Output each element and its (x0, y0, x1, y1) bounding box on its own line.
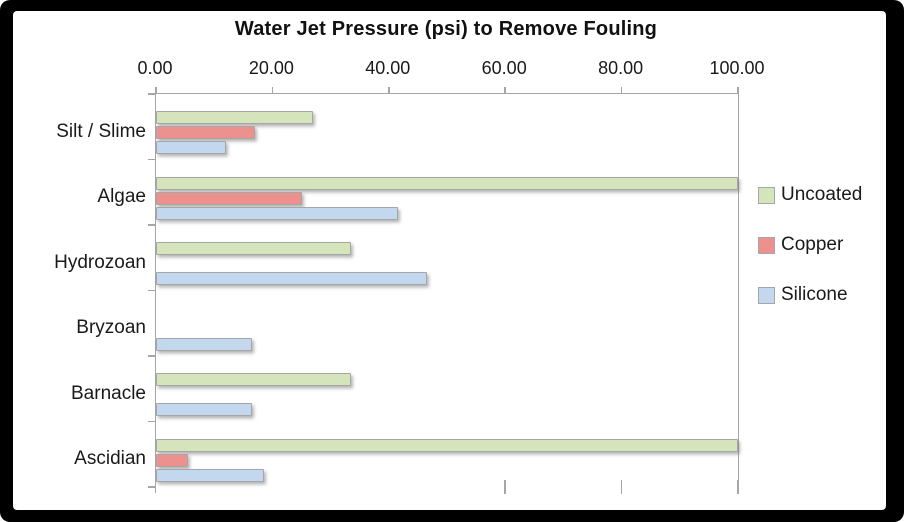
bar-group-silt-slime (156, 94, 738, 160)
bar-group-hydrozoan (156, 225, 738, 291)
category-label-barnacle: Barnacle (71, 382, 146, 404)
x-axis-tick-mark (504, 86, 506, 93)
category-label-silt-slime: Silt / Slime (56, 120, 146, 142)
x-axis-tick-mark (271, 86, 274, 93)
bar-uncoated-algae (156, 176, 738, 190)
bar-group-algae (156, 160, 738, 226)
bar-copper-ascidian (156, 453, 188, 467)
y-axis-tick-mark (147, 355, 155, 357)
legend-swatch-uncoated (758, 186, 775, 204)
bar-silicone-barnacle (156, 403, 253, 416)
bar-silicone-hydrozoan (156, 272, 427, 285)
x-axis-tick-mark (155, 86, 157, 93)
legend-label: Copper (781, 234, 844, 255)
bar-uncoated-hydrozoan (156, 242, 351, 255)
bar-silicone-bryzoan (156, 337, 253, 351)
x-axis-tick-label: 80.00 (598, 58, 644, 78)
y-axis-line-tail (154, 487, 156, 493)
bar-copper-silt-slime (156, 126, 255, 139)
legend-item-silicone: Silicone (758, 284, 862, 305)
bar-silicone-ascidian (156, 468, 264, 482)
bar-copper-algae (156, 191, 302, 205)
bar-silicone-silt-slime (156, 141, 226, 154)
x-axis-tick-label: 100.00 (709, 58, 765, 78)
bar-uncoated-silt-slime (156, 111, 314, 124)
legend-item-copper: Copper (758, 234, 862, 255)
y-axis-tick-mark (147, 158, 155, 161)
legend-swatch-copper (758, 236, 775, 254)
bar-group-bryzoan (156, 291, 738, 357)
legend-label: Uncoated (781, 184, 863, 205)
y-axis-tick-mark (147, 93, 155, 95)
x-axis-tick-mark (737, 86, 739, 93)
category-label-algae: Algae (97, 186, 146, 207)
category-label-bryzoan: Bryzoan (76, 317, 146, 338)
bottom-axis-tick-mark (620, 480, 623, 494)
category-label-hydrozoan: Hydrozoan (54, 251, 146, 273)
x-axis-tick-label: 0.00 (137, 58, 173, 78)
x-axis-tick-label: 20.00 (248, 58, 294, 78)
x-axis-tick-label: 40.00 (365, 58, 411, 78)
x-axis-tick-mark (620, 86, 623, 93)
chart-title: Water Jet Pressure (psi) to Remove Fouli… (234, 18, 658, 40)
legend: Uncoated Copper Silicone (758, 184, 863, 336)
x-axis-tick-label: 60.00 (481, 58, 527, 78)
legend-item-uncoated: Uncoated (758, 184, 863, 205)
y-axis-tick-mark (147, 486, 155, 488)
bar-group-barnacle (156, 356, 738, 422)
legend-label: Silicone (781, 284, 848, 305)
legend-swatch-silicone (758, 286, 775, 304)
bottom-axis-tick-mark (504, 480, 506, 494)
bar-uncoated-barnacle (156, 373, 351, 386)
y-axis-tick-mark (147, 420, 155, 423)
category-label-ascidian: Ascidian (74, 448, 146, 469)
y-axis-tick-mark (147, 289, 155, 292)
y-axis-tick-mark (147, 224, 155, 226)
bar-group-ascidian (156, 422, 738, 488)
bar-uncoated-ascidian (156, 438, 738, 452)
x-axis-tick-mark (388, 86, 390, 93)
bar-silicone-algae (156, 206, 398, 220)
plot-area (147, 86, 739, 494)
chart-canvas: Water Jet Pressure (psi) to Remove Fouli… (13, 11, 886, 510)
bottom-axis-tick-mark (737, 480, 739, 494)
